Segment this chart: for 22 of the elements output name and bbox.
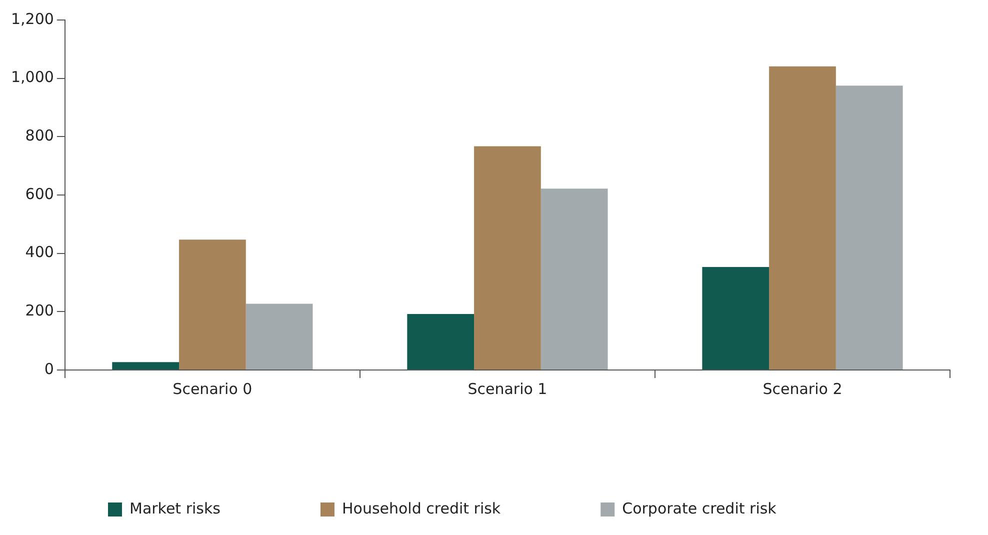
legend-label: Corporate credit risk: [622, 499, 777, 518]
x-tick-label: Scenario 1: [468, 380, 548, 398]
legend-label: Market risks: [130, 499, 221, 518]
y-tick-label: 600: [25, 184, 54, 203]
y-tick-label: 1,000: [10, 68, 54, 86]
bar: [112, 362, 180, 370]
y-tick-label: 400: [25, 243, 54, 262]
x-tick-label: Scenario 2: [762, 380, 842, 398]
y-tick-label: 200: [25, 302, 54, 320]
bar: [836, 86, 903, 370]
y-tick-label: 1,200: [10, 10, 54, 28]
bar: [407, 314, 474, 370]
y-tick-label: 800: [25, 126, 54, 145]
bar: [474, 146, 541, 370]
bar: [769, 66, 836, 370]
bar: [540, 188, 608, 370]
x-tick-label: Scenario 0: [172, 380, 252, 398]
bar: [246, 304, 313, 370]
legend-label: Household credit risk: [342, 499, 501, 518]
bar: [179, 240, 246, 370]
y-tick-label: 0: [44, 360, 54, 378]
bar: [702, 267, 770, 370]
